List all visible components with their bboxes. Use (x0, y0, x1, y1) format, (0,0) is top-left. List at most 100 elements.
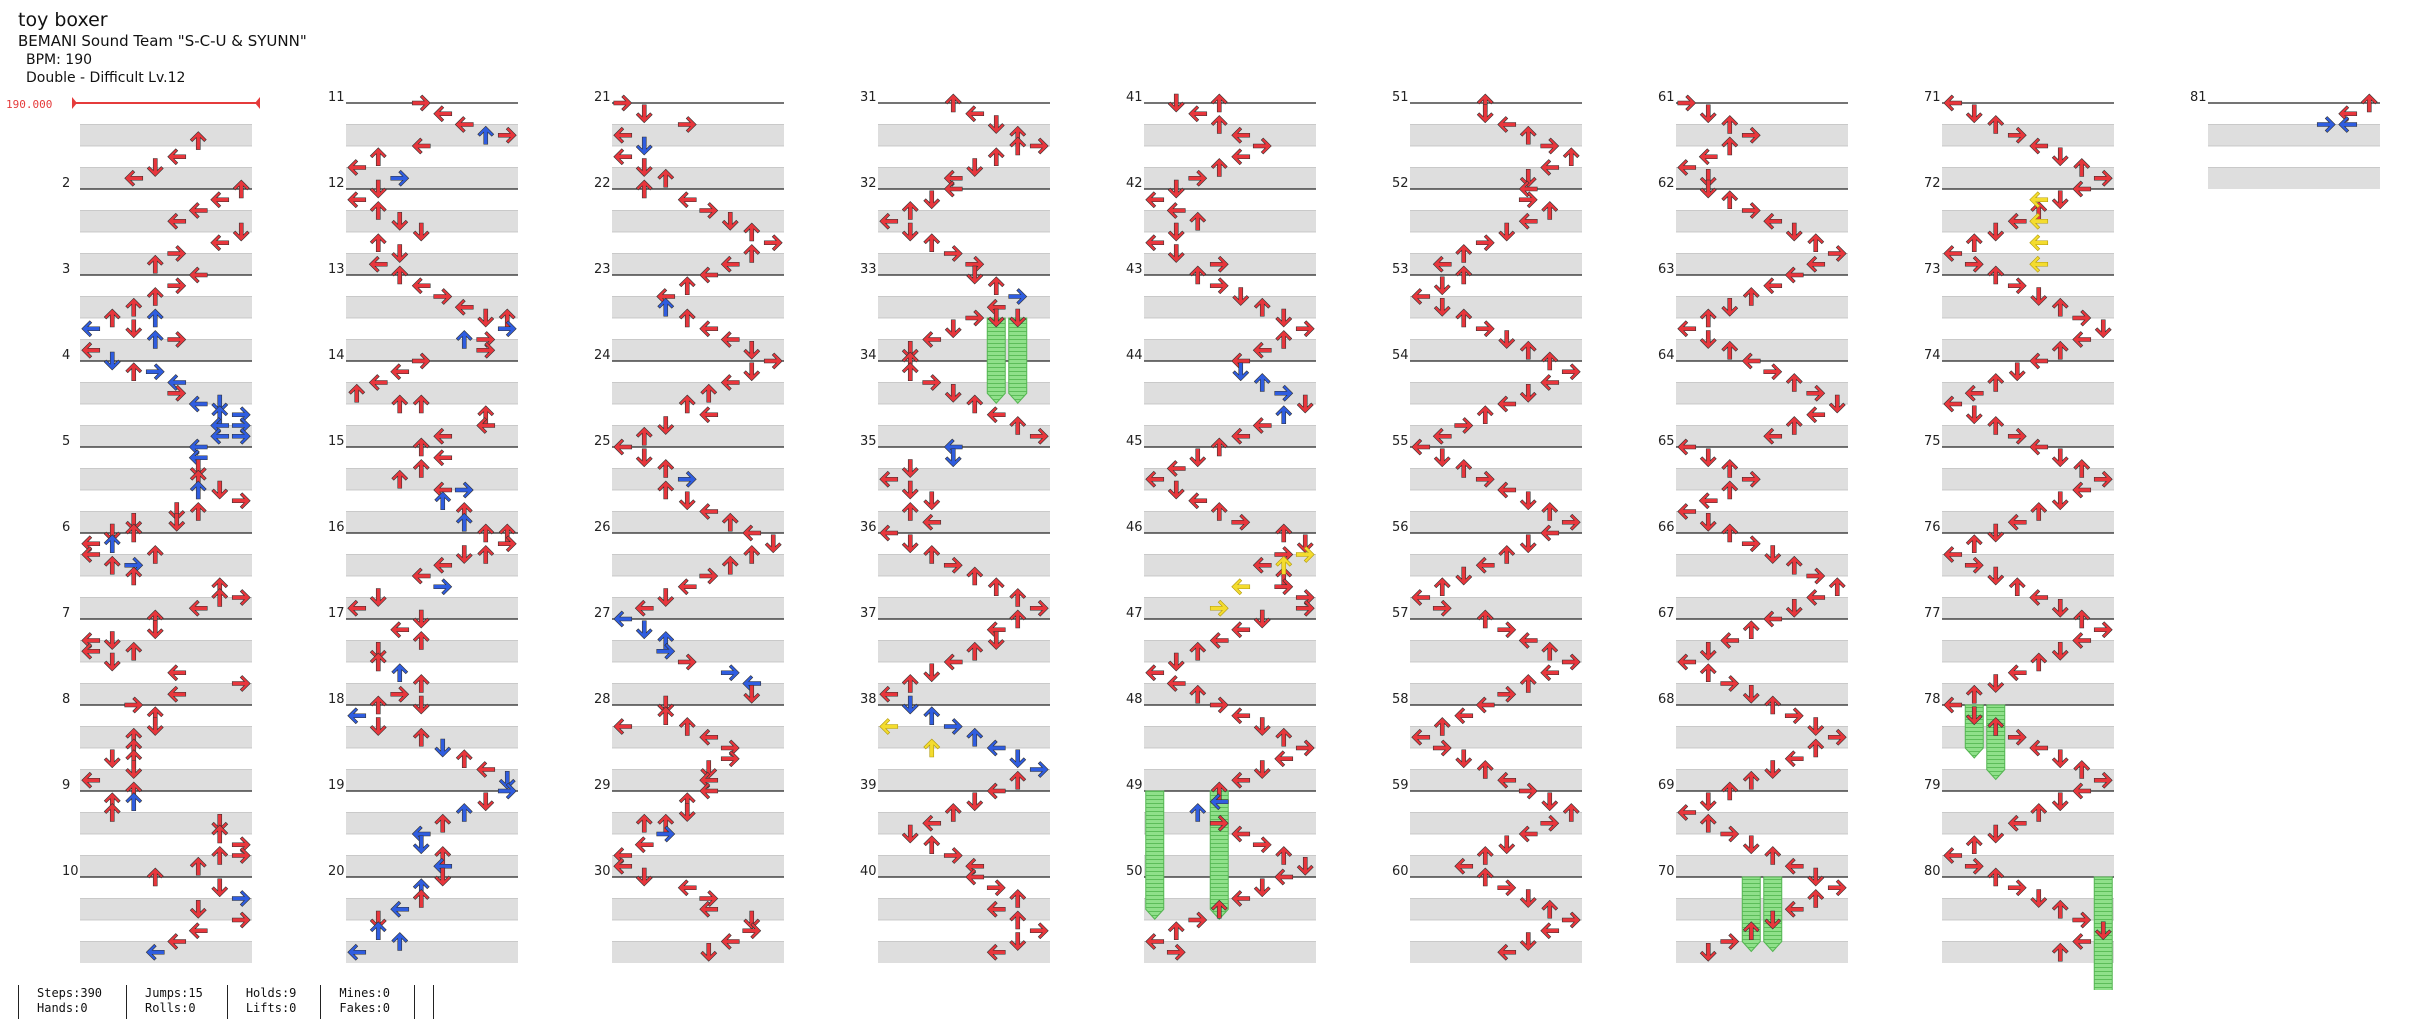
arrow-shape (923, 738, 941, 758)
arrow-shape (2051, 749, 2069, 769)
arrow-shape (2051, 297, 2069, 317)
arrow-shape (391, 244, 409, 263)
arrow-note (1943, 245, 1963, 262)
arrow-shape (2051, 641, 2069, 661)
arrow-note (188, 266, 208, 284)
arrow-note (966, 158, 984, 177)
arrow-note (210, 191, 230, 209)
arrow-shape (497, 320, 517, 338)
arrow-note (1432, 599, 1452, 617)
arrow-shape (1231, 825, 1251, 843)
arrow-shape (677, 191, 697, 209)
arrow-shape (901, 674, 919, 693)
arrow-shape (943, 169, 963, 187)
arrow-note (167, 331, 187, 348)
arrow-note (1677, 503, 1697, 520)
measure-shade (1410, 726, 1582, 748)
arrow-shape (720, 933, 740, 950)
measure-shade (1942, 941, 2114, 963)
arrow-note (1433, 297, 1451, 317)
arrow-note (125, 566, 143, 586)
arrow-shape (1540, 814, 1560, 832)
measure-shade (1410, 855, 1582, 877)
arrow-note (743, 244, 761, 263)
measure-number: 80 (1924, 864, 1941, 879)
arrow-note (476, 417, 496, 434)
measure-2: 2 (62, 176, 252, 275)
arrow-shape (1943, 94, 1963, 112)
measure-number: 14 (328, 348, 345, 363)
arrow-shape (390, 363, 410, 381)
arrow-shape (966, 566, 984, 586)
arrow-note (1698, 492, 1718, 510)
arrow-shape (699, 782, 719, 800)
arrow-shape (721, 512, 739, 532)
arrow-note (677, 116, 697, 133)
arrow-note (1275, 555, 1293, 575)
arrow-shape (1763, 277, 1783, 295)
arrow-shape (742, 922, 762, 940)
arrow-shape (1455, 308, 1473, 328)
arrow-shape (231, 847, 251, 864)
measure-shade (1942, 167, 2114, 189)
arrow-note (1253, 297, 1271, 317)
arrow-note (923, 706, 941, 726)
arrow-note (678, 717, 696, 736)
arrow-shape (986, 406, 1006, 424)
arrow-note (188, 202, 208, 219)
arrow-shape (2029, 137, 2049, 155)
arrow-note (498, 770, 516, 790)
arrow-shape (1721, 781, 1739, 801)
arrow-note (1827, 879, 1847, 897)
arrow-shape (1189, 803, 1207, 822)
arrow-shape (1785, 416, 1803, 435)
arrow-shape (1411, 728, 1431, 746)
arrow-shape (231, 890, 251, 907)
arrow-note (103, 534, 121, 554)
arrow-note (2093, 771, 2113, 789)
measure-number: 23 (594, 262, 611, 277)
measure-shade (1144, 941, 1316, 963)
measure-62: 62 (1658, 176, 1848, 275)
arrow-note (986, 900, 1006, 918)
arrow-shape (1964, 255, 1984, 273)
measure-shade (80, 855, 252, 877)
arrow-shape (720, 255, 740, 273)
arrow-note (1189, 684, 1207, 704)
arrow-note (944, 319, 962, 339)
arrow-note (1519, 125, 1537, 145)
measure-shade (1410, 554, 1582, 576)
arrow-shape (2072, 933, 2092, 950)
arrow-shape (1253, 373, 1271, 392)
measure-shade (346, 425, 518, 447)
arrow-shape (1475, 556, 1495, 574)
arrow-shape (1965, 104, 1983, 124)
arrow-shape (1519, 125, 1537, 145)
measure-shade (80, 468, 252, 490)
arrow-note (2094, 319, 2112, 339)
arrow-note (1764, 910, 1782, 930)
measure-shade (1410, 898, 1582, 920)
arrow-shape (1274, 578, 1294, 596)
arrow-note (1476, 846, 1494, 865)
arrow-note (1677, 804, 1697, 821)
arrow-shape (1253, 760, 1271, 779)
arrow-shape (433, 449, 453, 467)
measure-shade (612, 382, 784, 404)
arrow-note (188, 395, 208, 413)
arrow-note (1943, 395, 1963, 413)
arrow-shape (1943, 395, 1963, 413)
measure-shade (1942, 769, 2114, 791)
arrow-shape (635, 136, 653, 156)
arrow-shape (146, 545, 164, 564)
arrow-note (477, 545, 495, 564)
arrow-shape (1741, 470, 1761, 488)
arrow-note (391, 394, 409, 414)
arrow-shape (2030, 652, 2048, 672)
arrow-shape (189, 856, 207, 876)
arrow-note (103, 351, 121, 371)
arrow-shape (1009, 910, 1027, 930)
arrow-shape (1987, 674, 2005, 693)
arrow-shape (1540, 137, 1560, 155)
arrow-shape (497, 126, 517, 144)
